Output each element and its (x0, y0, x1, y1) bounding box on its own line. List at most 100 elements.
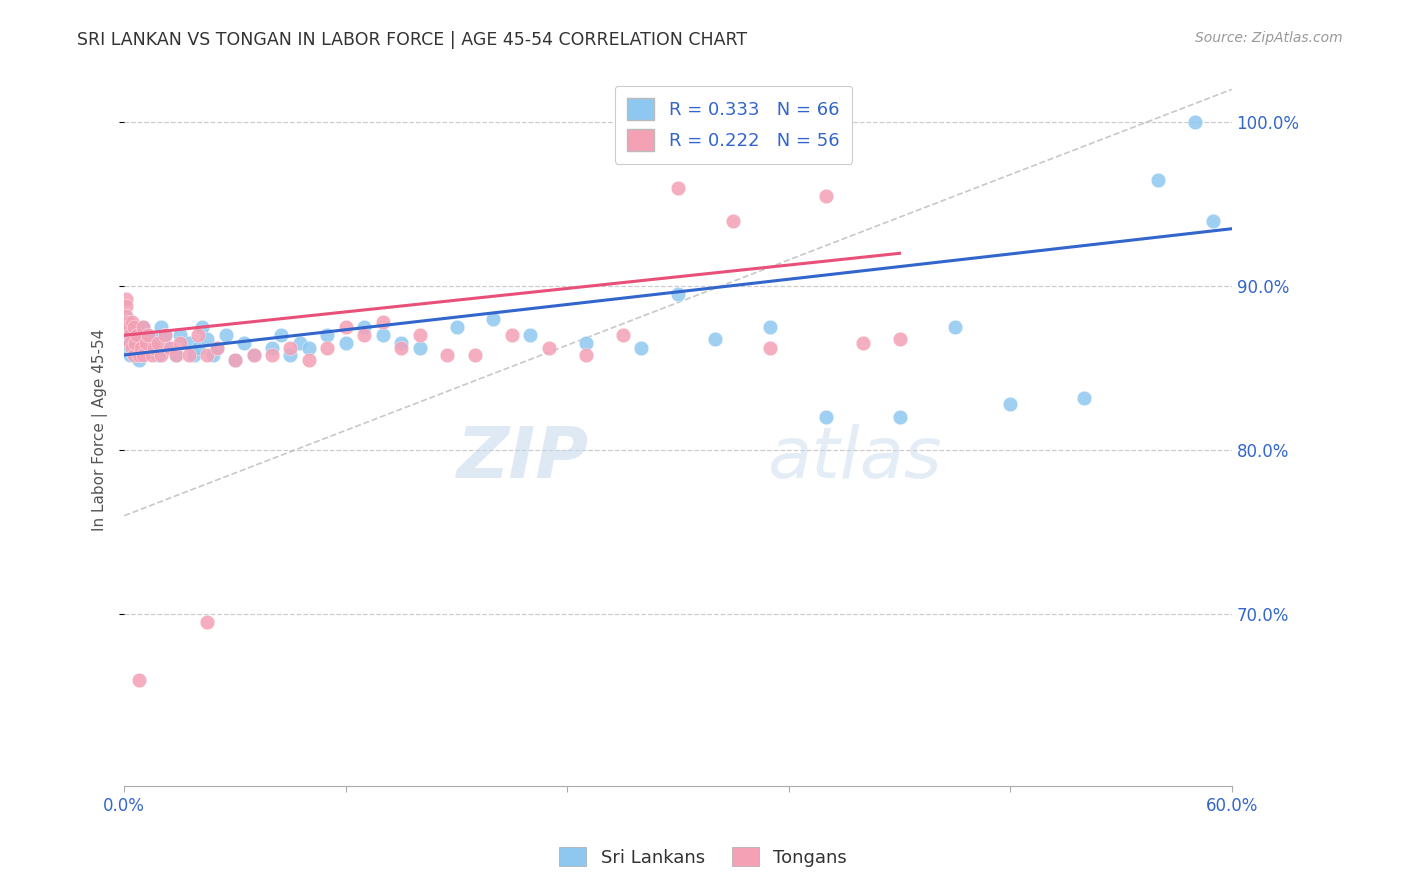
Point (298, 342, 321, 356)
Point (118, 336, 141, 351)
Legend: R = 0.333   N = 66, R = 0.222   N = 56: R = 0.333 N = 66, R = 0.222 N = 56 (614, 86, 852, 164)
Point (128, 325, 150, 339)
Point (117, 320, 139, 334)
Point (205, 342, 228, 356)
Point (165, 348, 187, 362)
Point (142, 342, 165, 356)
Point (201, 348, 224, 362)
Point (224, 352, 246, 367)
Point (759, 320, 782, 334)
Point (371, 328, 394, 343)
Point (482, 312, 505, 326)
Point (759, 342, 782, 356)
Point (389, 342, 412, 356)
Point (115, 320, 138, 334)
Point (117, 315, 139, 329)
Point (298, 352, 321, 367)
Point (195, 615, 218, 630)
Point (150, 320, 173, 334)
Text: SRI LANKAN VS TONGAN IN LABOR FORCE | AGE 45-54 CORRELATION CHART: SRI LANKAN VS TONGAN IN LABOR FORCE | AG… (77, 31, 748, 49)
Point (115, 292, 138, 306)
Point (169, 336, 191, 351)
Point (128, 348, 150, 362)
Point (353, 320, 375, 334)
Point (127, 328, 149, 343)
Point (187, 342, 209, 356)
Point (195, 348, 218, 362)
Point (270, 328, 292, 343)
Text: ZIP: ZIP (457, 424, 589, 492)
Point (153, 328, 176, 343)
Point (124, 336, 146, 351)
Point (146, 348, 169, 362)
Point (153, 328, 176, 343)
Point (205, 342, 228, 356)
Point (118, 328, 141, 343)
Point (814, 189, 837, 203)
Point (408, 342, 430, 356)
Point (115, 312, 138, 326)
Point (127, 348, 149, 362)
Point (159, 342, 181, 356)
Text: Source: ZipAtlas.com: Source: ZipAtlas.com (1195, 31, 1343, 45)
Legend: Sri Lankans, Tongans: Sri Lankans, Tongans (551, 840, 855, 874)
Point (814, 410, 837, 425)
Point (165, 348, 187, 362)
Point (723, 213, 745, 227)
Point (1147, 172, 1170, 186)
Point (666, 180, 689, 194)
Point (288, 336, 311, 351)
Point (889, 410, 911, 425)
Point (1184, 115, 1206, 129)
Point (260, 348, 283, 362)
Point (1000, 397, 1022, 411)
Point (612, 328, 634, 343)
Point (135, 336, 157, 351)
Point (124, 336, 146, 351)
Point (316, 328, 339, 343)
Point (519, 328, 541, 343)
Point (191, 320, 214, 334)
Point (242, 348, 264, 362)
Point (169, 328, 191, 343)
Point (335, 336, 357, 351)
Point (115, 336, 138, 351)
Point (117, 342, 139, 356)
Point (408, 328, 430, 343)
Point (224, 352, 246, 367)
Point (118, 348, 141, 362)
Point (353, 328, 375, 343)
Point (242, 348, 264, 362)
Point (150, 348, 173, 362)
Point (121, 342, 143, 356)
Point (129, 332, 152, 346)
Point (666, 287, 689, 301)
Point (280, 342, 302, 356)
Point (159, 342, 181, 356)
Point (132, 348, 155, 362)
Point (129, 342, 152, 356)
Point (703, 332, 725, 346)
Point (136, 328, 159, 343)
Point (280, 348, 302, 362)
Point (187, 328, 209, 343)
Point (195, 332, 218, 346)
Point (115, 328, 138, 343)
Point (135, 336, 157, 351)
Point (1202, 213, 1225, 227)
Point (122, 348, 145, 362)
Point (132, 348, 155, 362)
Point (943, 320, 966, 334)
Point (1073, 391, 1095, 405)
Point (215, 328, 238, 343)
Point (537, 342, 560, 356)
Point (122, 320, 145, 334)
Point (118, 325, 141, 339)
Point (260, 342, 283, 356)
Point (630, 342, 652, 356)
Point (371, 315, 394, 329)
Point (121, 315, 143, 329)
Point (128, 352, 150, 367)
Y-axis label: In Labor Force | Age 45-54: In Labor Force | Age 45-54 (93, 328, 108, 531)
Point (121, 332, 143, 346)
